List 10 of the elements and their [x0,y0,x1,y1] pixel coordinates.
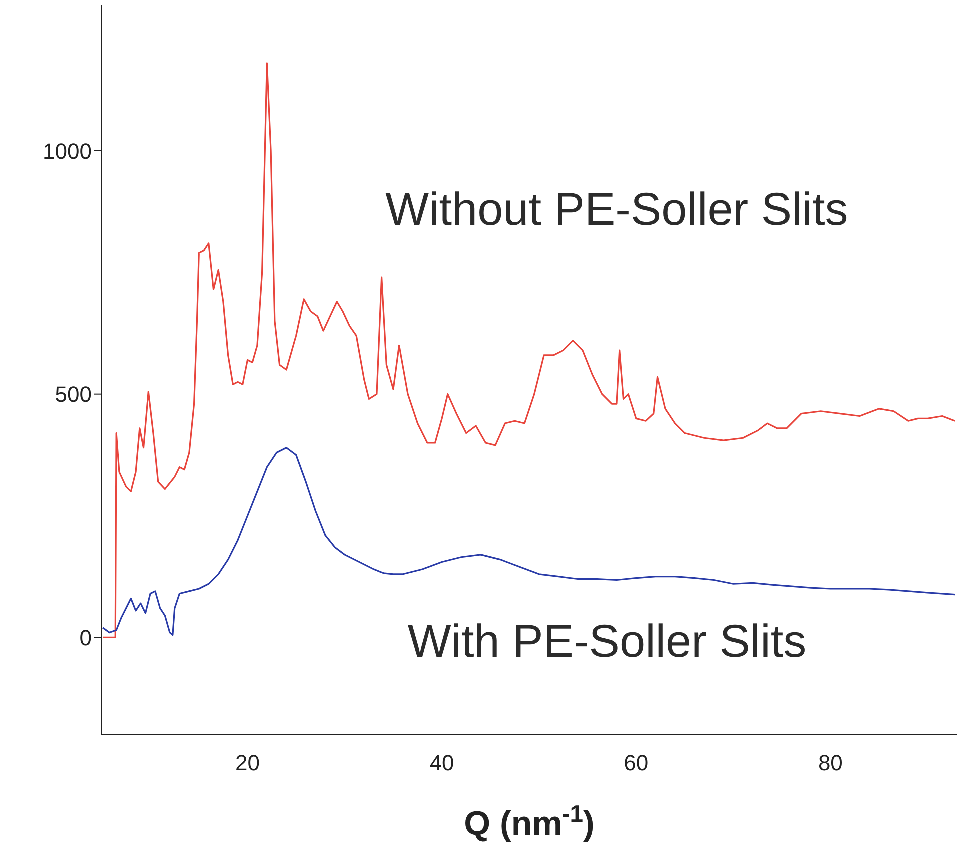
x-tick-label: 80 [818,750,843,776]
x-axis-title: Q (nm$^{-1}$) [464,800,595,843]
y-tick-label: 500 [55,382,92,408]
y-tick-label: 0 [80,625,92,650]
series-label: With PE-Soller Slits [408,615,807,668]
y-tick-label: 1000 [43,138,92,164]
x-tick-label: 40 [430,750,454,776]
x-tick-label: 60 [624,750,649,776]
x-tick-label: 20 [235,750,260,776]
series-label: Without PE-Soller Slits [386,182,848,235]
